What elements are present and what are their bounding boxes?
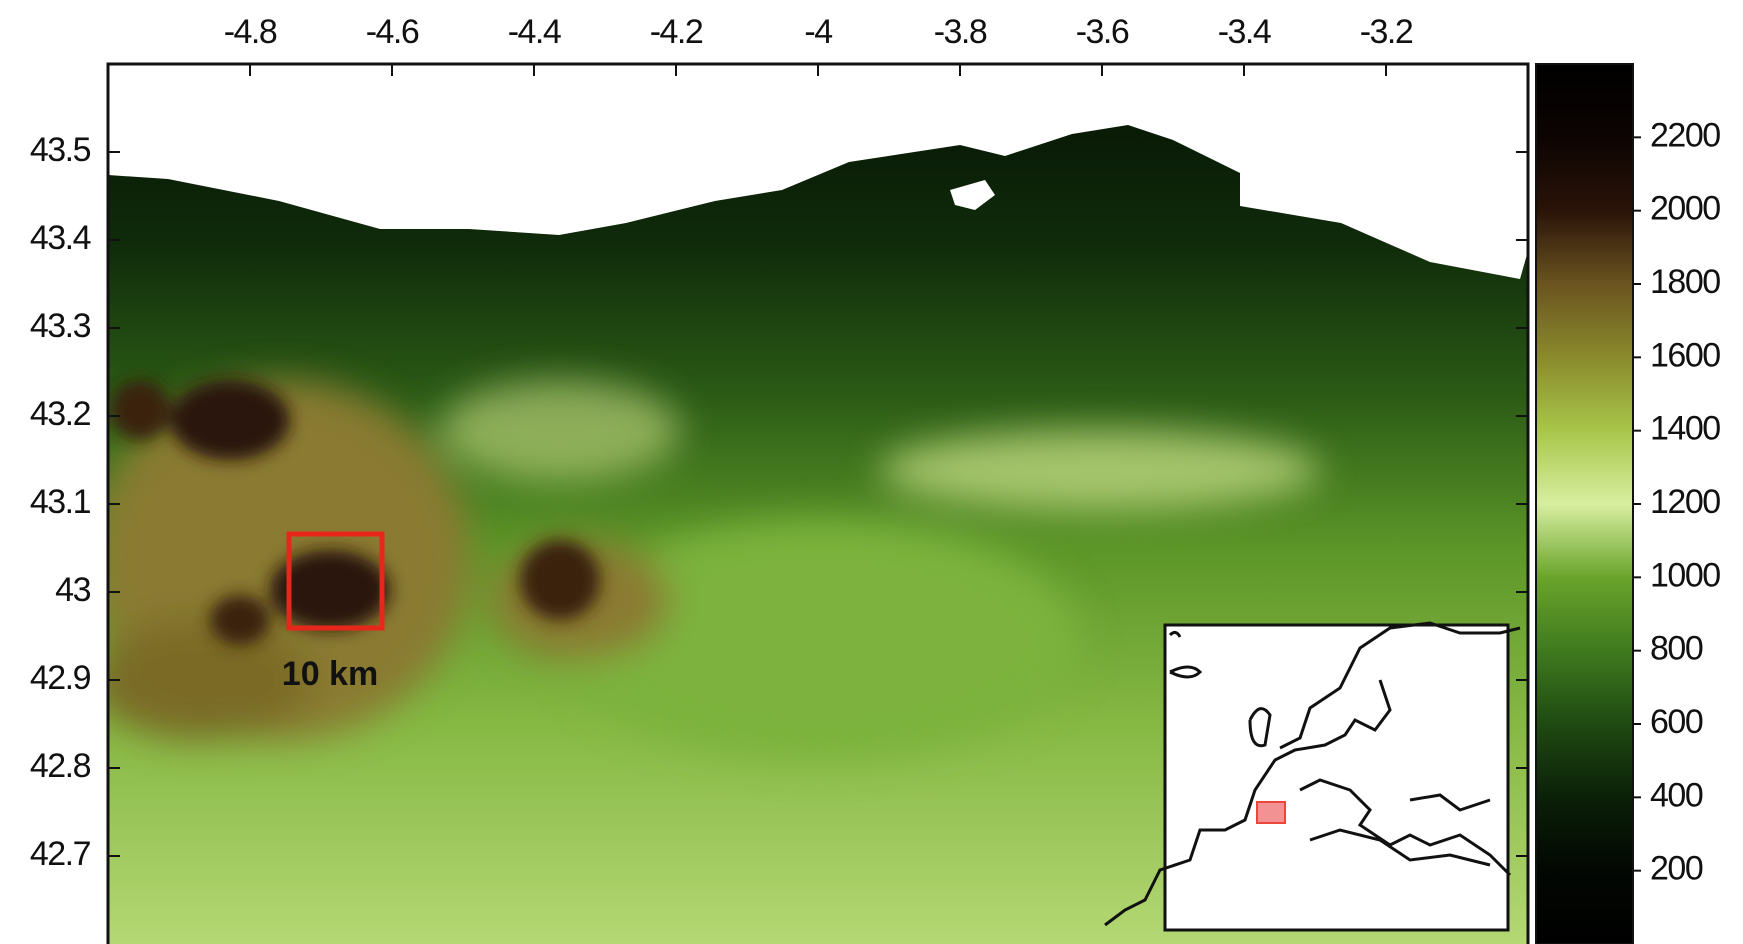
colorbar-tick-label: 800 bbox=[1650, 630, 1703, 668]
x-tick-label: -3.6 bbox=[1076, 13, 1129, 51]
y-tick-label: 43.2 bbox=[30, 395, 91, 433]
x-tick-label: -4.6 bbox=[366, 13, 419, 51]
y-tick-label: 42.9 bbox=[30, 659, 91, 697]
colorbar-tick-label: 2200 bbox=[1650, 116, 1720, 154]
colorbar-tick-label: 200 bbox=[1650, 850, 1703, 888]
y-tick-label: 43.3 bbox=[30, 307, 91, 345]
colorbar-tick-label: 400 bbox=[1650, 776, 1703, 814]
y-tick-label: 42.8 bbox=[30, 747, 91, 785]
x-tick-label: -4.2 bbox=[650, 13, 703, 51]
x-tick-label: -3.4 bbox=[1218, 13, 1271, 51]
x-tick-label: -4 bbox=[804, 13, 832, 51]
colorbar-tick-label: 1000 bbox=[1650, 556, 1720, 594]
colorbar-tick-label: 600 bbox=[1650, 703, 1703, 741]
colorbar-tick-label: 1600 bbox=[1650, 336, 1720, 374]
y-tick-label: 43.5 bbox=[30, 131, 91, 169]
x-tick-label: -4.4 bbox=[508, 13, 561, 51]
colorbar-tick-label: 1400 bbox=[1650, 410, 1720, 448]
x-tick-label: -3.2 bbox=[1360, 13, 1413, 51]
colorbar: 2200 2000 1800 1600 1400 1200 1000 800 600 400 200 bbox=[1536, 64, 1720, 944]
x-tick-label: -4.8 bbox=[224, 13, 277, 51]
y-tick-label: 42.7 bbox=[30, 835, 91, 873]
colorbar-tick-label: 1800 bbox=[1650, 263, 1720, 301]
map-figure: 10 km 2200 2000 1800 1600 1400 1200 1000 800 600… bbox=[0, 0, 1743, 944]
y-tick-label: 43.4 bbox=[30, 219, 91, 257]
colorbar-scale bbox=[1536, 64, 1633, 944]
colorbar-tick-label: 1200 bbox=[1650, 483, 1720, 521]
colorbar-tick-label: 2000 bbox=[1650, 190, 1720, 228]
y-tick-label: 43.1 bbox=[30, 483, 91, 521]
x-tick-label: -3.8 bbox=[934, 13, 987, 51]
y-tick-label: 43 bbox=[55, 571, 90, 609]
inset-map bbox=[1105, 623, 1520, 930]
scale-annotation: 10 km bbox=[282, 655, 378, 693]
